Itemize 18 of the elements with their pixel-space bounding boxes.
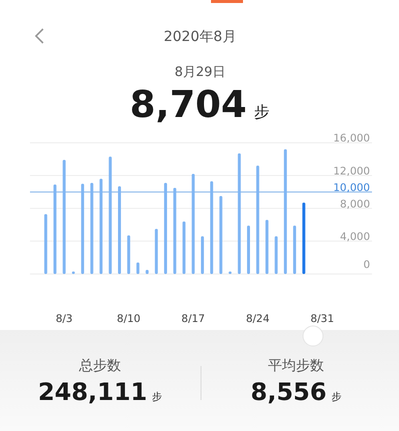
x-tick-label: 8/17 xyxy=(181,313,206,325)
x-tick-label: 8/10 xyxy=(116,313,140,325)
x-tick-label: 8/24 xyxy=(246,313,270,325)
text: 248,111 步 xyxy=(38,378,162,406)
text: 总步数 xyxy=(78,358,121,374)
y-tick-label: 0 xyxy=(363,259,370,271)
text: 8,556 步 xyxy=(250,378,342,406)
y-tick-label: 4,000 xyxy=(340,231,370,244)
x-tick-label: 8/31 xyxy=(310,313,334,325)
chart-subtitle: 8月29日 xyxy=(174,65,226,80)
x-tick-label: 8/3 xyxy=(56,313,73,325)
chart-title: 2020年8月 xyxy=(164,29,236,45)
text: 平均步数 xyxy=(268,358,324,374)
text: 8,704 步 xyxy=(130,83,270,126)
y-tick-label: 8,000 xyxy=(340,198,370,210)
ref-line-label: 10,000 xyxy=(333,182,370,194)
y-tick-label: 16,000 xyxy=(333,132,370,145)
y-tick-label: 12,000 xyxy=(333,166,370,178)
